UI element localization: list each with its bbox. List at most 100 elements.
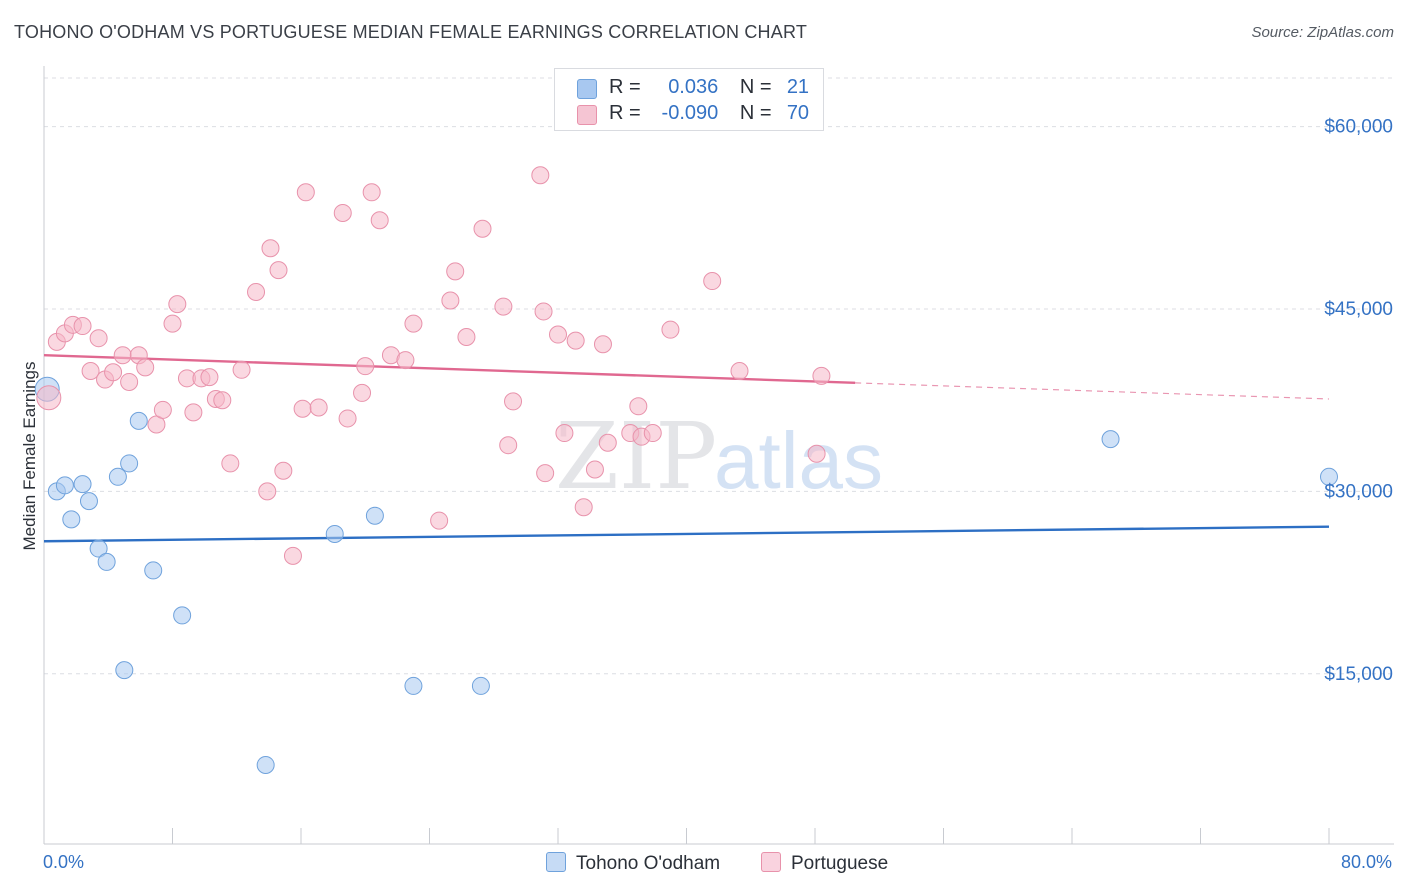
stats-legend: R = 0.036 N = 21 R = -0.090 N = 70 bbox=[554, 68, 824, 131]
tohono-r-label: R = bbox=[609, 76, 641, 98]
legend-swatch-portuguese bbox=[761, 852, 781, 872]
point-portuguese bbox=[593, 335, 612, 354]
portuguese-r-label: R = bbox=[609, 102, 641, 124]
point-portuguese bbox=[598, 433, 617, 452]
point-portuguese bbox=[441, 291, 460, 310]
point-tohono bbox=[129, 411, 148, 430]
legend-label-tohono: Tohono O'odham bbox=[576, 853, 721, 874]
portuguese-r-value: -0.090 bbox=[661, 102, 719, 124]
point-portuguese bbox=[200, 368, 219, 387]
portuguese-n-label: N = bbox=[739, 102, 772, 124]
point-tohono bbox=[108, 467, 127, 486]
data-points bbox=[34, 166, 1338, 774]
point-portuguese bbox=[536, 464, 555, 483]
legend-swatch-tohono bbox=[546, 852, 566, 872]
point-tohono bbox=[73, 475, 92, 494]
point-portuguese bbox=[163, 314, 182, 333]
point-tohono bbox=[365, 506, 384, 525]
point-tohono bbox=[115, 661, 134, 680]
point-portuguese bbox=[661, 320, 680, 339]
point-portuguese bbox=[585, 460, 604, 479]
point-portuguese bbox=[531, 166, 550, 185]
point-tohono bbox=[62, 510, 81, 529]
point-portuguese bbox=[499, 436, 518, 455]
y-tick-label: $30,000 bbox=[1324, 481, 1393, 502]
point-tohono bbox=[55, 476, 74, 495]
y-axis-label: Median Female Earnings bbox=[20, 361, 39, 551]
point-portuguese bbox=[113, 346, 132, 365]
point-portuguese bbox=[153, 400, 172, 419]
chart-title: TOHONO O'ODHAM VS PORTUGUESE MEDIAN FEMA… bbox=[14, 22, 808, 42]
point-portuguese bbox=[473, 219, 492, 238]
point-tohono bbox=[79, 492, 98, 511]
point-portuguese bbox=[104, 363, 123, 382]
point-portuguese bbox=[457, 327, 476, 346]
point-portuguese bbox=[703, 272, 722, 291]
point-portuguese bbox=[81, 362, 100, 381]
point-portuguese bbox=[213, 391, 232, 410]
point-portuguese bbox=[404, 314, 423, 333]
point-portuguese bbox=[73, 317, 92, 336]
point-portuguese bbox=[370, 211, 389, 230]
point-tohono bbox=[256, 755, 275, 774]
tohono-swatch bbox=[577, 79, 597, 99]
point-portuguese bbox=[629, 397, 648, 416]
point-portuguese bbox=[494, 297, 513, 316]
point-portuguese bbox=[356, 357, 375, 376]
point-portuguese bbox=[247, 282, 266, 301]
watermark-atlas: atlas bbox=[714, 416, 883, 505]
point-portuguese bbox=[730, 362, 749, 381]
trend-line-portuguese-extension bbox=[855, 382, 1330, 400]
point-portuguese bbox=[534, 302, 553, 321]
watermark: ZIP atlas bbox=[555, 403, 883, 510]
y-tick-labels: $15,000 $30,000 $45,000 $60,000 bbox=[1324, 117, 1393, 685]
legend-label-portuguese: Portuguese bbox=[791, 853, 889, 874]
point-tohono bbox=[1101, 430, 1120, 449]
tohono-r-value: 0.036 bbox=[668, 76, 719, 98]
point-portuguese bbox=[812, 366, 831, 385]
point-portuguese bbox=[258, 482, 277, 501]
point-portuguese bbox=[296, 183, 315, 202]
point-portuguese bbox=[184, 403, 203, 422]
trend-line-tohono bbox=[43, 525, 1330, 543]
point-tohono bbox=[120, 454, 139, 473]
trend-lines bbox=[43, 354, 1330, 543]
point-portuguese bbox=[261, 239, 280, 258]
point-portuguese bbox=[269, 261, 288, 280]
point-portuguese bbox=[446, 262, 465, 281]
point-portuguese bbox=[555, 424, 574, 443]
point-portuguese bbox=[504, 392, 523, 411]
tohono-n-label: N = bbox=[739, 76, 772, 98]
point-portuguese bbox=[274, 461, 293, 480]
point-portuguese bbox=[807, 444, 826, 463]
point-portuguese bbox=[353, 383, 372, 402]
point-portuguese bbox=[362, 183, 381, 202]
point-portuguese bbox=[574, 498, 593, 517]
point-portuguese bbox=[430, 511, 449, 530]
portuguese-swatch bbox=[577, 105, 597, 125]
point-portuguese bbox=[309, 398, 328, 417]
point-portuguese bbox=[168, 295, 187, 314]
point-tohono bbox=[404, 676, 423, 695]
watermark-zip: ZIP bbox=[555, 403, 717, 510]
x-tick-label-max: 80.0% bbox=[1340, 852, 1392, 872]
point-tohono bbox=[144, 561, 163, 580]
tohono-n-value: 21 bbox=[786, 76, 810, 98]
x-tick-label-min: 0.0% bbox=[43, 852, 85, 872]
y-tick-label: $60,000 bbox=[1324, 117, 1393, 138]
point-tohono bbox=[173, 606, 192, 625]
point-portuguese bbox=[232, 360, 251, 379]
point-portuguese bbox=[643, 424, 662, 443]
legend-item-tohono: Tohono O'odham bbox=[546, 852, 720, 875]
axes bbox=[43, 66, 1394, 845]
point-tohono bbox=[89, 539, 108, 558]
point-portuguese bbox=[120, 372, 139, 391]
point-portuguese bbox=[36, 385, 62, 411]
point-portuguese bbox=[221, 454, 240, 473]
point-portuguese bbox=[549, 325, 567, 344]
point-portuguese bbox=[338, 409, 357, 428]
y-tick-label: $45,000 bbox=[1324, 299, 1393, 320]
source-credit: Source: ZipAtlas.com bbox=[1251, 24, 1394, 41]
y-tick-label: $15,000 bbox=[1324, 664, 1393, 685]
